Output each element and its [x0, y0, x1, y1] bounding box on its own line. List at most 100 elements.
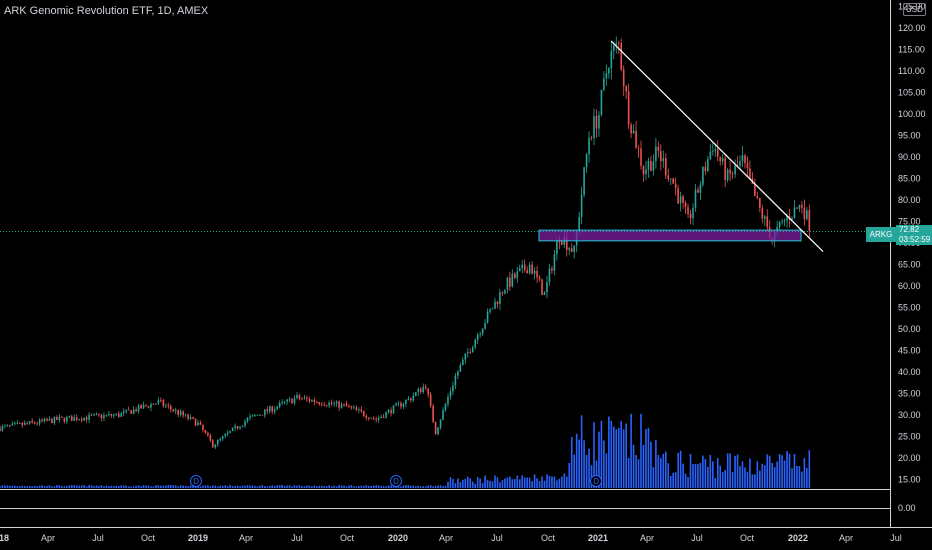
candle-body [766, 216, 769, 228]
candle-body [536, 270, 538, 278]
candle-body [568, 248, 571, 250]
candle-body [132, 409, 135, 414]
volume-bar [474, 483, 476, 488]
volume-bar [251, 485, 254, 488]
volume-bar [231, 486, 234, 488]
candle-body [635, 130, 637, 148]
candle-body [625, 86, 627, 92]
volume-bar [716, 457, 719, 488]
currency-label[interactable]: USD [903, 3, 926, 16]
volume-bar [323, 486, 326, 488]
volume-bar [721, 472, 724, 488]
volume-bar [761, 463, 764, 488]
volume-bar [174, 485, 177, 488]
volume-bar [382, 486, 385, 488]
volume-bar [28, 485, 31, 488]
candle-body [21, 423, 24, 426]
x-tick-label: Apr [239, 533, 253, 543]
volume-bar [58, 485, 61, 488]
volume-bar [489, 480, 491, 488]
volume-bar [204, 485, 207, 488]
volume-bar [88, 485, 90, 488]
candle-body [546, 282, 548, 293]
candle-body [43, 418, 46, 421]
volume-bar [424, 486, 427, 488]
volume-bar [511, 479, 514, 488]
candle-body [664, 158, 667, 176]
volume-bar [620, 421, 623, 488]
y-tick-label: 75.00 [898, 217, 921, 227]
volume-bar [73, 485, 76, 488]
volume-bar [125, 485, 128, 488]
volume-bar [363, 485, 365, 488]
volume-bar [61, 486, 63, 488]
candle-body [479, 333, 481, 335]
volume-bar [241, 485, 244, 488]
volume-bar [202, 485, 204, 488]
candle-body [677, 188, 679, 204]
volume-bar [657, 454, 660, 488]
volume-bar [184, 485, 187, 488]
candle-body [70, 416, 73, 421]
candle-body [118, 413, 120, 417]
volume-bar [268, 485, 271, 488]
volume-bar [452, 478, 454, 488]
candle-body [806, 210, 808, 219]
volume-bar [583, 440, 585, 488]
volume-bar [565, 476, 568, 488]
volume-bar [320, 485, 323, 488]
volume-bar [46, 485, 48, 488]
candle-body [526, 270, 528, 274]
volume-bar [9, 485, 11, 488]
volume-bar [667, 463, 670, 488]
candle-body [449, 391, 452, 397]
candle-body [108, 413, 110, 415]
candle-body [103, 415, 105, 419]
volume-bar [172, 485, 175, 488]
candle-body [192, 417, 194, 419]
volume-bar [578, 439, 580, 488]
x-tick-label: Oct [740, 533, 755, 543]
candle-body [598, 115, 600, 129]
y-tick-label: 65.00 [898, 260, 921, 270]
volume-bar [791, 468, 793, 488]
volume-bar [608, 416, 610, 488]
volume-bar [207, 485, 209, 488]
volume-bar [447, 481, 449, 488]
volume-bar [387, 485, 390, 488]
candle-body [531, 264, 533, 274]
volume-bar [298, 485, 301, 488]
candle-body [51, 418, 53, 423]
volume-bar [353, 486, 355, 488]
volume-bar [325, 486, 328, 488]
volume-bar [313, 485, 316, 488]
volume-bar [561, 476, 563, 488]
candle-body [311, 399, 313, 402]
x-tick-label: Apr [640, 533, 654, 543]
candle-body [712, 151, 714, 153]
candle-body [110, 413, 113, 416]
candle-body [434, 421, 437, 435]
volume-bar [514, 478, 516, 488]
candle-body [221, 436, 224, 439]
volume-bar [434, 485, 437, 488]
price-tag-countdown: 03:52:59 [899, 235, 931, 244]
candle-body [291, 398, 293, 404]
volume-bar [702, 455, 704, 488]
candle-body [390, 409, 392, 414]
volume-bar [244, 485, 246, 488]
support-zone [538, 229, 802, 242]
volume-bar [100, 485, 103, 488]
volume-bar [95, 485, 98, 488]
candle-body [172, 409, 175, 412]
candle-body [90, 414, 93, 416]
volume-bar [19, 486, 21, 488]
volume-bar [494, 475, 496, 488]
candle-body [650, 160, 652, 171]
candle-body [457, 371, 459, 376]
candle-body [296, 395, 298, 399]
candle-body [229, 430, 231, 433]
volume-bar [687, 476, 689, 488]
